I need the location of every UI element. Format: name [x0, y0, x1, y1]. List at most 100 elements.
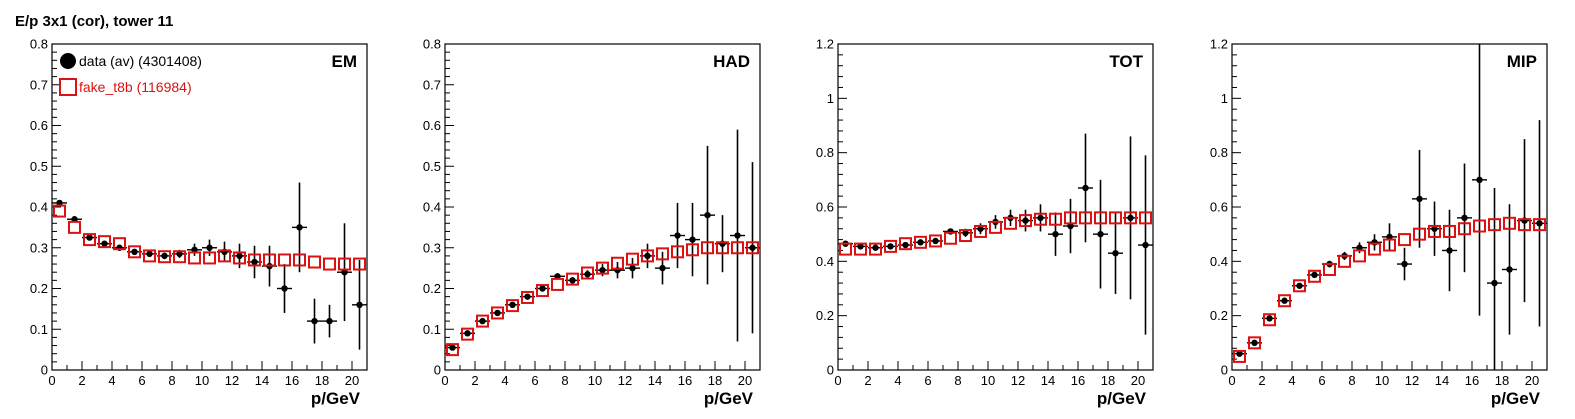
mc-point [188, 251, 201, 265]
mc-point [731, 241, 744, 255]
y-tick-label: 0.3 [423, 240, 441, 255]
mc-point [1233, 349, 1246, 363]
data-point [1536, 220, 1543, 227]
mc-point [1443, 224, 1456, 238]
mc-point [839, 242, 852, 256]
mc-point [944, 231, 957, 245]
mc-point [1019, 214, 1032, 228]
data-point [1296, 282, 1303, 289]
data-point [872, 244, 879, 251]
mc-point [596, 261, 609, 275]
data-point [1112, 249, 1119, 257]
data-point [509, 301, 516, 308]
data-point [554, 273, 561, 280]
data-point [251, 258, 258, 266]
y-tick-label: 0.6 [816, 200, 834, 215]
data-layer [52, 182, 367, 350]
data-point [494, 309, 501, 317]
data-point [749, 244, 756, 251]
x-tick-label: 10 [195, 373, 209, 388]
y-tick-label: 0.7 [30, 77, 48, 92]
mc-point [521, 290, 534, 304]
y-tick-label: 0.8 [1210, 145, 1228, 160]
mc-point [1293, 279, 1306, 293]
mc-point [959, 229, 972, 243]
data-point [1251, 339, 1258, 347]
mc-point [1368, 242, 1381, 256]
data-point [962, 229, 969, 237]
data-point [1356, 244, 1363, 251]
mc-point [1458, 222, 1471, 236]
data-point [569, 277, 576, 284]
y-tick-label: 0.4 [30, 200, 48, 215]
x-tick-label: 12 [1011, 373, 1025, 388]
data-point [524, 293, 531, 300]
x-tick-label: 12 [1405, 373, 1419, 388]
y-tick-label: 0.6 [1210, 200, 1228, 215]
mc-point [1383, 238, 1396, 252]
mc-point [551, 277, 564, 291]
mc-point [1518, 218, 1531, 232]
data-point [704, 211, 711, 219]
mc-point [611, 256, 624, 270]
mc-point [899, 237, 912, 251]
x-axis-label: p/GeV [1097, 389, 1147, 408]
data-point [236, 252, 243, 260]
panel-had: 0 2 4 6 8 10 12 14 16 18 20 0 0.1 0.2 0.3 0.4 0.5 0.6 0.7 0… [423, 37, 761, 408]
x-tick-label: 8 [168, 373, 175, 388]
mc-point [1139, 211, 1152, 225]
x-tick-label: 4 [501, 373, 508, 388]
figure-title: E/p 3x1 (cor), tower 11 [15, 13, 173, 30]
data-point [311, 317, 318, 325]
mc-point [581, 266, 594, 280]
mc-point [536, 284, 549, 298]
x-tick-label: 20 [1131, 373, 1145, 388]
y-tick-label: 1 [827, 91, 834, 106]
mc-point [1338, 254, 1351, 268]
data-point [1067, 222, 1074, 230]
legend-mc-marker [59, 78, 77, 96]
data-point [1052, 230, 1059, 238]
y-tick-label: 0.8 [816, 145, 834, 160]
y-tick-label: 0.5 [30, 159, 48, 174]
data-point [1311, 271, 1318, 279]
y-tick-label: 1.2 [816, 37, 834, 52]
mc-point [323, 257, 336, 271]
data-point [902, 241, 909, 249]
mc-point [143, 249, 156, 263]
x-tick-label: 8 [954, 373, 961, 388]
data-point [887, 243, 894, 250]
mc-point [671, 245, 684, 259]
data-point [1491, 279, 1498, 287]
plot-frame [444, 43, 761, 371]
y-tick-label: 0 [827, 363, 834, 378]
mc-point [1079, 211, 1092, 225]
mc-point [506, 299, 519, 313]
data-point [56, 199, 63, 207]
x-tick-label: 2 [78, 373, 85, 388]
legend-data-marker [60, 53, 76, 69]
x-tick-label: 18 [1101, 373, 1115, 388]
mc-point [1094, 211, 1107, 225]
mc-point [353, 257, 366, 271]
data-point [131, 248, 138, 256]
x-tick-label: 6 [924, 373, 931, 388]
data-point [356, 301, 363, 308]
x-tick-label: 2 [1258, 373, 1265, 388]
y-tick-label: 0.6 [30, 118, 48, 133]
mc-point [1064, 211, 1077, 225]
mc-point [98, 235, 111, 249]
mc-point [173, 250, 186, 264]
x-tick-label: 0 [834, 373, 841, 388]
mc-point [248, 253, 261, 267]
mc-point [1278, 294, 1291, 308]
y-tick-label: 0.2 [1210, 308, 1228, 323]
mc-point [203, 251, 216, 265]
mc-point [974, 224, 987, 238]
mc-point [278, 253, 291, 267]
data-point [101, 240, 108, 247]
data-point [644, 252, 651, 260]
mc-point [1413, 227, 1426, 241]
mc-point [308, 255, 321, 269]
x-tick-label: 6 [531, 373, 538, 388]
